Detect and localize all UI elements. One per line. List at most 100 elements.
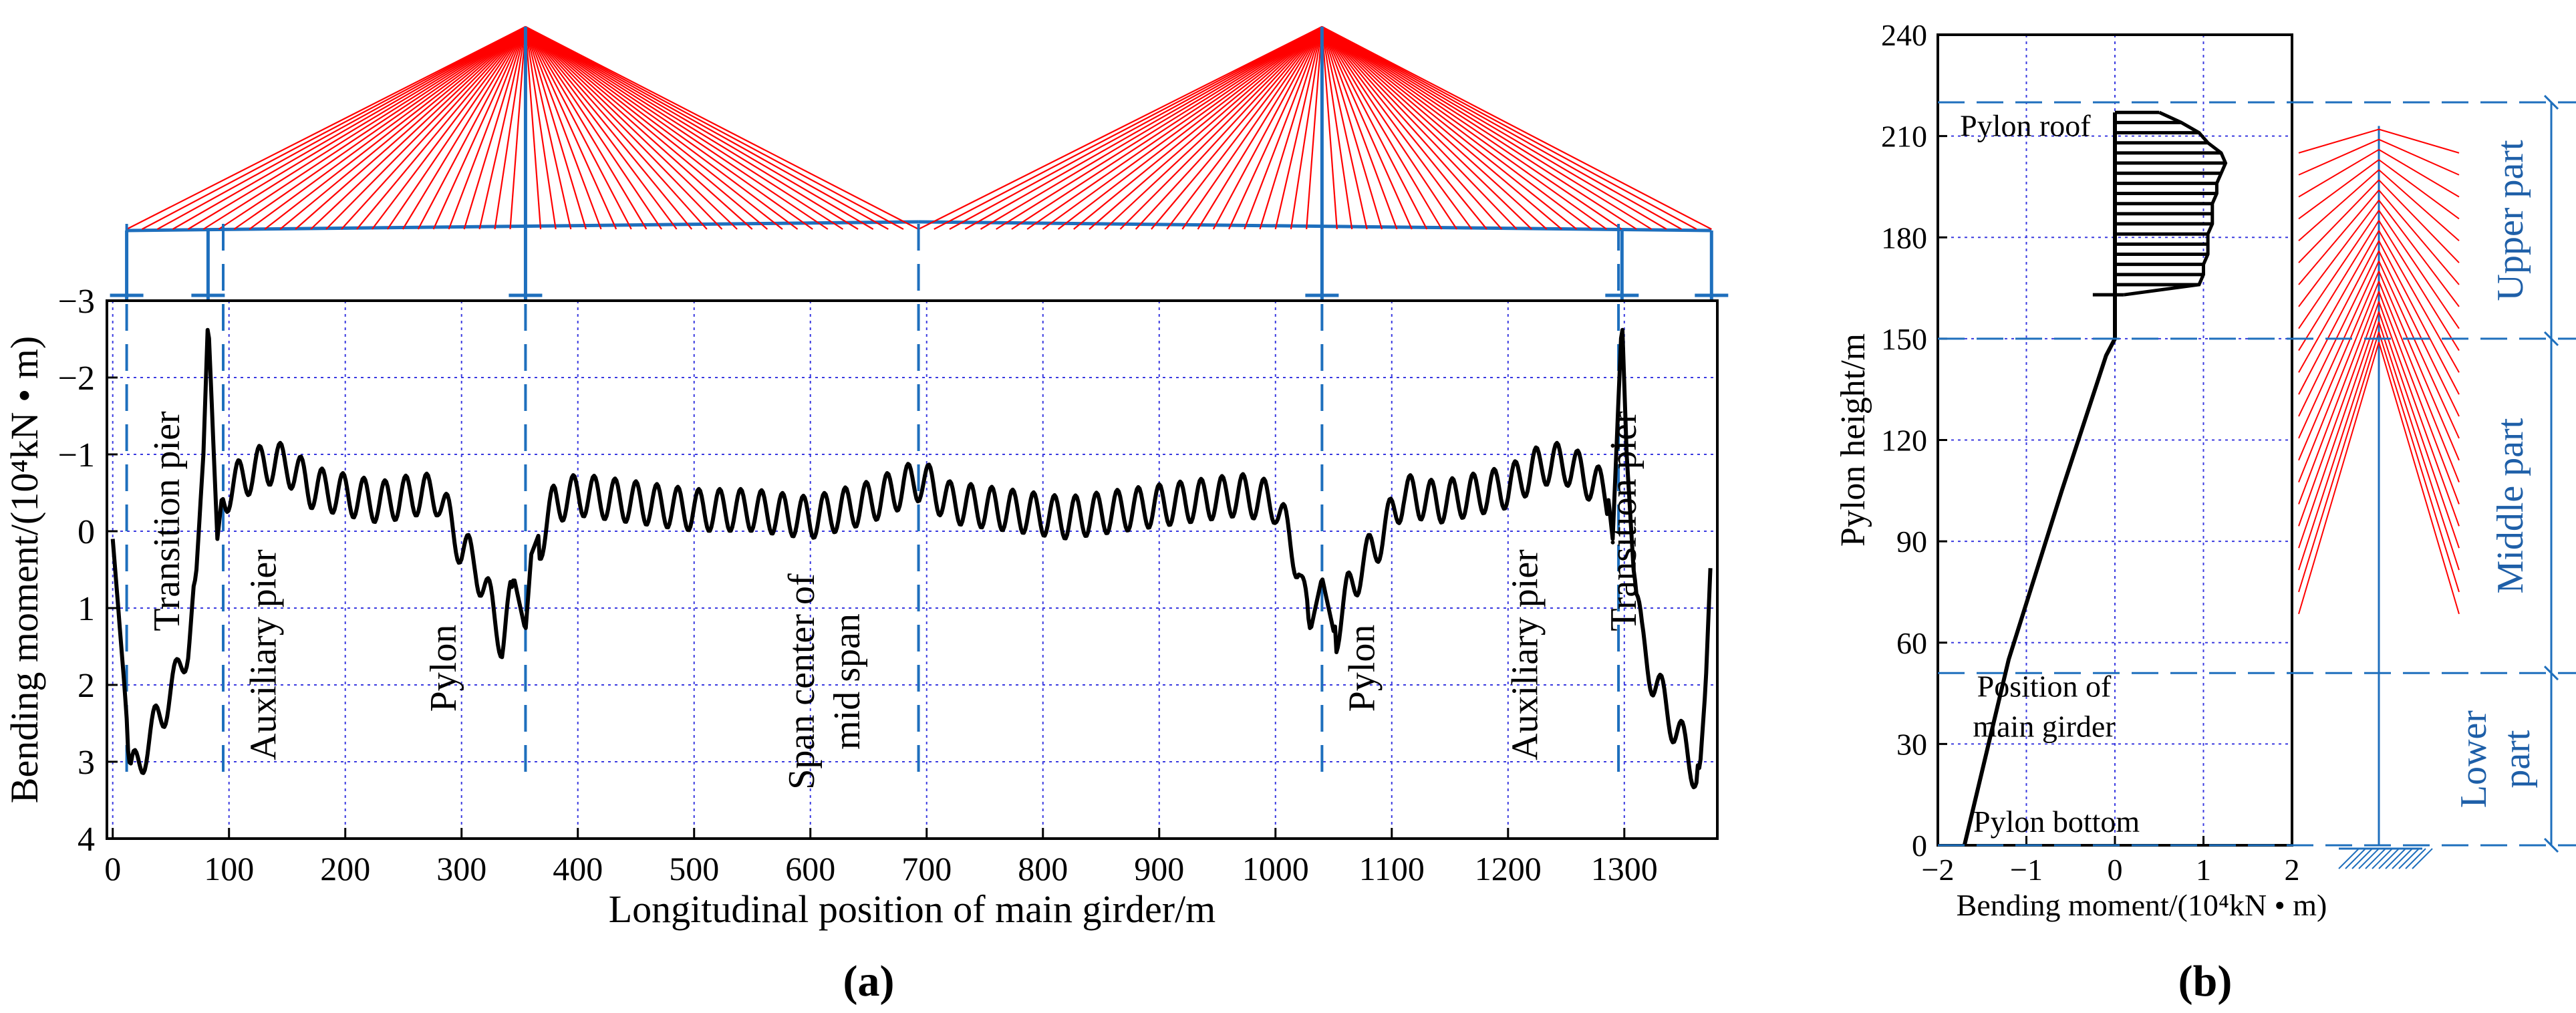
- pylon-cable: [2378, 331, 2460, 593]
- pylon-cable: [2298, 189, 2380, 285]
- x-tick-label: 400: [553, 850, 603, 887]
- x-tick-label: 300: [436, 850, 486, 887]
- x-tick-label: 1300: [1591, 850, 1658, 887]
- y-tick-label: −2: [58, 359, 95, 398]
- pylon-cable: [2378, 148, 2460, 198]
- stay-cable: [1321, 26, 1518, 230]
- stay-cable: [525, 26, 783, 230]
- y-tick-label: −3: [58, 283, 95, 321]
- stay-cable: [1274, 26, 1323, 230]
- stay-cable: [934, 26, 1322, 230]
- dimension-tick: [2543, 837, 2559, 853]
- pylon-cable: [2298, 251, 2380, 417]
- panel-a-y-ticks: −3 −2 −1 0 1 2 3 4: [58, 283, 118, 859]
- stay-cable: [1321, 26, 1353, 230]
- stay-cable: [1321, 26, 1533, 230]
- stay-cable: [918, 26, 1322, 230]
- y-tick-label: 60: [1896, 626, 1927, 660]
- panel-b-pylon-chart: −2 −1 0 1 2 0 30 60 90 120 150 180 210 240 Pylon roo…: [1834, 18, 2576, 1006]
- stay-cable: [949, 26, 1322, 230]
- x-tick-label: 0: [104, 850, 121, 887]
- stay-cable: [1259, 26, 1323, 230]
- support-annotation: Pylon: [423, 625, 464, 712]
- stay-cable: [525, 26, 904, 230]
- x-tick-label: 900: [1134, 850, 1184, 887]
- stay-cable: [371, 26, 527, 230]
- dimension-tick: [2543, 666, 2559, 681]
- panel-b-annotations: Pylon roof Position of main girder Pylon bo…: [1960, 109, 2140, 839]
- stay-cable: [126, 26, 526, 230]
- pylon-cable: [2298, 311, 2380, 549]
- ground-hatch: [2358, 848, 2380, 869]
- support-annotation: mid span: [827, 613, 868, 750]
- stay-cable: [509, 26, 527, 230]
- stay-cable: [249, 26, 527, 230]
- stay-cable: [1321, 26, 1578, 230]
- pylon-cable: [2298, 240, 2380, 395]
- stay-cable: [1321, 26, 1712, 230]
- bridge-elevation-drawing: [110, 26, 1729, 301]
- stay-cable: [1104, 26, 1323, 230]
- panel-a-plot-frame: [106, 299, 1719, 840]
- pylon-cable: [2298, 321, 2380, 571]
- pylon-cable: [2378, 301, 2460, 527]
- stay-cable: [1228, 26, 1323, 230]
- pylon-cable: [2378, 138, 2460, 176]
- stay-cable: [525, 26, 874, 230]
- stay-cable: [1321, 26, 1487, 230]
- ground-hatch: [2405, 848, 2426, 869]
- panel-a-x-axis-label: Longitudinal position of main girder/m: [609, 887, 1216, 931]
- stay-cable: [1321, 26, 1413, 230]
- pylon-part-dimensions: Upper part Middle part Lower part: [2453, 95, 2559, 853]
- deck-line-left: [126, 220, 919, 233]
- pylon-cable: [2378, 251, 2460, 417]
- stay-cable: [1321, 26, 1443, 230]
- panel-b-y-ticks: 0 30 60 90 120 150 180 210 240: [1881, 18, 1947, 863]
- panel-b-label: (b): [2178, 957, 2233, 1006]
- pylon-cable: [2378, 281, 2460, 483]
- pylon-cable: [2298, 200, 2380, 307]
- support-annotation: Pylon: [1342, 625, 1383, 712]
- stay-cable: [1073, 26, 1323, 230]
- y-tick-label: 180: [1881, 221, 1927, 255]
- stay-cable: [310, 26, 527, 230]
- pylon-cable: [2378, 261, 2460, 439]
- pylon-cable: [2298, 220, 2380, 351]
- support-annotation: Auxiliary pier: [243, 549, 284, 760]
- pylon-cable: [2298, 341, 2380, 615]
- stay-cable: [1212, 26, 1323, 230]
- x-tick-label: 1: [2196, 853, 2211, 887]
- support-annotation: Span center of: [781, 573, 823, 790]
- stay-cable: [1321, 26, 1622, 230]
- stay-cable: [295, 26, 527, 230]
- ground-hatch: [2351, 848, 2373, 869]
- x-tick-label: 600: [785, 850, 835, 887]
- middle-part-label: Middle part: [2490, 418, 2531, 593]
- stay-cable: [1321, 26, 1697, 230]
- stay-cable: [172, 26, 526, 230]
- stay-cable: [1321, 26, 1383, 230]
- stay-cable: [1321, 26, 1637, 230]
- pylon-cable: [2378, 271, 2460, 461]
- stay-cable: [402, 26, 527, 230]
- pylon-cable: [2378, 189, 2460, 285]
- pylon-cable: [2378, 128, 2460, 154]
- panel-a-annotations: Transition pier Auxiliary pier Pylon Span c…: [146, 411, 1644, 790]
- upper-part-label: Upper part: [2490, 140, 2531, 301]
- stay-cable: [1151, 26, 1323, 230]
- ground-hatch: [2378, 848, 2400, 869]
- x-tick-label: 2: [2285, 853, 2300, 887]
- x-tick-label: 1100: [1359, 850, 1425, 887]
- x-tick-label: 200: [320, 850, 370, 887]
- stay-cable: [494, 26, 527, 230]
- y-tick-label: −1: [58, 436, 95, 474]
- dimension-tick: [2543, 331, 2559, 346]
- stay-cable: [525, 26, 662, 230]
- stay-cable: [156, 26, 526, 230]
- stay-cable: [525, 26, 768, 230]
- girder-position-label: main girder: [1973, 710, 2115, 744]
- stay-cable: [1042, 26, 1323, 230]
- stay-cable: [478, 26, 527, 230]
- ground-hatch: [2365, 848, 2386, 869]
- pylon-cable: [2298, 261, 2380, 439]
